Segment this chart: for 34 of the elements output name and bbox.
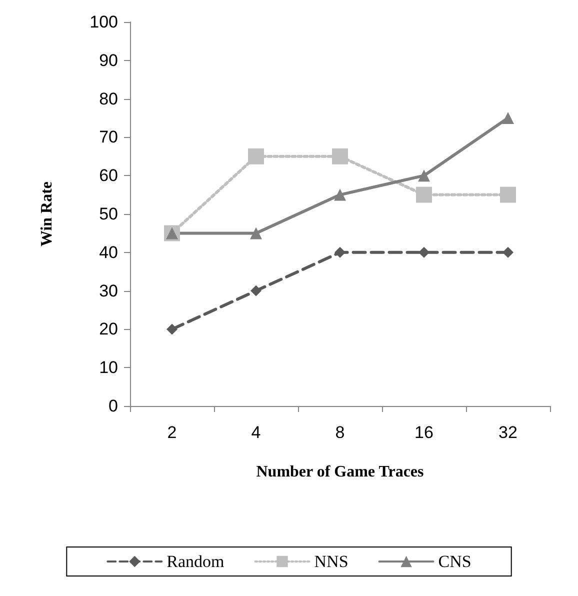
point [418, 246, 430, 258]
y-tick-label: 100 [90, 12, 118, 32]
y-tick-label: 40 [99, 242, 118, 262]
x-tick-label: 4 [251, 423, 261, 442]
y-tick-label: 90 [99, 50, 118, 70]
y-tick-label: 0 [108, 396, 118, 416]
y-tick-label: 70 [99, 128, 118, 147]
point [166, 324, 178, 335]
legend-label: NNS [314, 552, 348, 571]
point [250, 285, 262, 296]
point [418, 170, 430, 182]
point [500, 186, 516, 203]
x-tick-label: 16 [414, 423, 434, 442]
legend-label: CNS [438, 552, 472, 571]
point [334, 188, 346, 201]
x-axis-title: Number of Game Traces [256, 464, 424, 480]
point [416, 186, 432, 203]
x-tick-label: 2 [167, 423, 177, 442]
y-tick-label: 60 [99, 166, 118, 186]
y-tick-label: 30 [99, 281, 118, 300]
point [502, 246, 514, 258]
y-axis-title: Win Rate [38, 181, 56, 247]
point [332, 148, 348, 164]
x-tick-label: 32 [498, 423, 518, 442]
point [502, 112, 514, 124]
point [248, 148, 264, 164]
point [334, 246, 346, 258]
y-tick-label: 80 [99, 89, 118, 108]
y-tick-label: 50 [99, 204, 118, 224]
y-tick-label: 10 [99, 358, 118, 378]
x-tick-label: 8 [335, 423, 345, 442]
point [250, 227, 262, 240]
y-tick-label: 20 [99, 320, 118, 339]
legend-label: Random [166, 552, 224, 571]
